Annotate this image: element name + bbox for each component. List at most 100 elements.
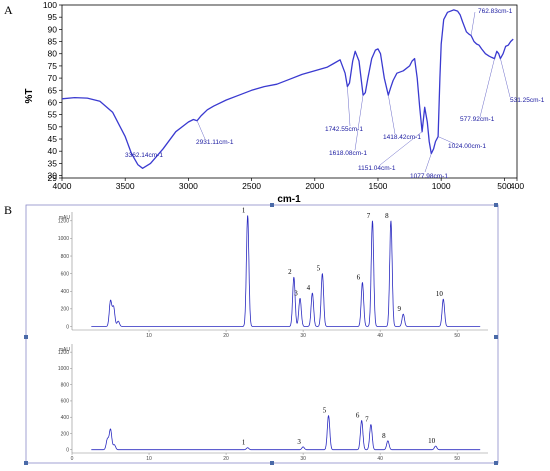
- hplc-lower-y-tick-label: 400: [61, 415, 70, 421]
- ftir-annotation-leader: [470, 11, 476, 36]
- ftir-x-tick-label: 4000: [53, 181, 72, 191]
- hplc-lower-peak-label: 7: [365, 416, 369, 424]
- ftir-y-tick-label: 55: [48, 110, 58, 120]
- hplc-upper-peak-label: 10: [436, 290, 444, 298]
- ftir-y-tick-label: 75: [48, 61, 58, 71]
- ftir-annotation-leader: [354, 95, 364, 151]
- ftir-y-tick-label: 100: [43, 0, 57, 10]
- hplc-lower-chromatogram: mAU 0 200 400 600 800 1000 1200 0 10 20 30 40 50 1 3 5 67…: [58, 344, 488, 462]
- ftir-x-tick-label: 3500: [116, 181, 135, 191]
- ftir-y-tick-label: 29: [48, 173, 58, 183]
- hplc-lower-peak-label: 5: [323, 407, 327, 415]
- hplc-upper-y-tick-label: 1200: [58, 219, 69, 225]
- hplc-upper-peak-label: 2: [288, 268, 292, 276]
- ftir-ticks: [59, 4, 518, 181]
- ftir-y-axis-title: %T: [24, 89, 35, 104]
- hplc-handle-top: [270, 203, 274, 207]
- ftir-y-tick-label: 70: [48, 73, 58, 83]
- hplc-upper-peak-label: 6: [357, 273, 361, 281]
- hplc-upper-x-tick-label: 10: [146, 333, 152, 339]
- ftir-annotation-leader: [347, 86, 351, 127]
- hplc-lower-y-tick-label: 1000: [58, 366, 69, 372]
- ftir-annotations: 762.83cm-1 531.25cm-1 577.92cm-1 1024.00cm-…: [125, 8, 545, 180]
- hplc-upper-peak-label: 1: [242, 207, 246, 215]
- hplc-upper-chromatogram: mAU 0 200 400 600 800 1000 1200 10 20 30 40 50 1 2 3 4 5 6…: [58, 207, 488, 339]
- hplc-lower-y-tick-label: 200: [61, 431, 70, 437]
- ftir-plot-frame: [61, 4, 518, 179]
- hplc-upper-peak-label: 8: [385, 212, 389, 220]
- ftir-y-tick-label: 35: [48, 158, 58, 168]
- ftir-x-tick-label: 2500: [242, 181, 261, 191]
- hplc-lower-y-unit: mAU: [59, 347, 71, 353]
- hplc-upper-peak-label: 3: [294, 289, 298, 297]
- ftir-annotation-leader: [196, 120, 206, 140]
- ftir-y-tick-label: 80: [48, 49, 58, 59]
- ftir-x-tick-label: 2000: [305, 181, 324, 191]
- hplc-lower-peak-label: 8: [382, 432, 386, 440]
- ftir-x-axis-title: cm-1: [277, 194, 301, 205]
- hplc-lower-x-tick-label: 20: [223, 456, 229, 462]
- hplc-handle-left: [24, 335, 28, 339]
- hplc-upper-peak-label: 9: [398, 305, 402, 313]
- ftir-peak-annotation: 1151.04cm-1: [358, 165, 396, 172]
- ftir-peak-annotation: 1024.00cm-1: [448, 143, 486, 150]
- hplc-upper-y-tick-label: 600: [61, 271, 70, 277]
- hplc-upper-x-tick-label: 30: [300, 333, 306, 339]
- ftir-peak-annotation: 1418.42cm-1: [383, 134, 421, 141]
- ftir-x-tick-label: 500: [497, 181, 511, 191]
- ftir-annotation-leader: [388, 95, 396, 135]
- ftir-annotation-leader: [379, 131, 423, 166]
- hplc-lower-peak-label: 10: [428, 437, 436, 445]
- hplc-lower-x-tick-label: 40: [377, 456, 383, 462]
- ftir-peak-annotation: 1742.55cm-1: [325, 126, 363, 133]
- ftir-peak-annotation: 3362.14cm-1: [125, 152, 163, 159]
- hplc-handle-right: [494, 335, 498, 339]
- ftir-y-tick-label: 95: [48, 12, 58, 22]
- ftir-annotation-leader: [424, 153, 432, 173]
- hplc-upper-peak-label: 7: [367, 212, 371, 220]
- hplc-upper-x-tick-label: 40: [377, 333, 383, 339]
- hplc-outer-frame: [25, 204, 499, 464]
- ftir-x-tick-label: 400: [510, 181, 524, 191]
- ftir-peak-annotation: 531.25cm-1: [510, 97, 545, 104]
- ftir-y-tick-label: 40: [48, 146, 58, 156]
- hplc-upper-peak-label: 5: [317, 265, 321, 273]
- ftir-y-tick-label: 30: [48, 171, 58, 181]
- ftir-y-tick-label: 50: [48, 122, 58, 132]
- hplc-lower-x-tick-label: 10: [146, 456, 152, 462]
- hplc-upper-peak-label: 4: [307, 284, 311, 292]
- ftir-annotation-leader: [500, 58, 511, 98]
- hplc-upper-y-unit: mAU: [59, 215, 71, 221]
- hplc-upper-x-tick-label: 50: [454, 333, 460, 339]
- ftir-y-tick-label: 65: [48, 85, 58, 95]
- hplc-lower-x-tick-label: 50: [454, 456, 460, 462]
- hplc-lower-peak-label: 3: [297, 438, 301, 446]
- hplc-lower-trace: [91, 415, 481, 451]
- ftir-y-tick-label: 90: [48, 24, 58, 34]
- hplc-upper-y-tick-label: 800: [61, 254, 70, 260]
- ftir-series: [61, 9, 514, 169]
- ftir-peak-annotation: 1618.08cm-1: [329, 150, 367, 157]
- panel-a-letter: A: [4, 3, 13, 17]
- panel-b-letter: B: [4, 203, 12, 217]
- hplc-lower-x-tick-label: 0: [71, 456, 74, 462]
- hplc-upper-x-tick-label: 20: [223, 333, 229, 339]
- hplc-upper-y-tick-label: 400: [61, 289, 70, 295]
- hplc-handle-bottom: [270, 461, 274, 465]
- hplc-lower-y-tick-label: 1200: [58, 350, 69, 356]
- ftir-x-tick-label: 1500: [369, 181, 388, 191]
- ftir-peak-annotation: 2931.11cm-1: [196, 139, 234, 146]
- hplc-upper-y-tick-label: 1000: [58, 236, 69, 242]
- ftir-annotation-leader: [438, 136, 456, 145]
- hplc-lower-peak-label: 6: [356, 411, 360, 419]
- hplc-upper-y-tick-label: 0: [66, 324, 69, 330]
- hplc-lower-y-tick-label: 600: [61, 399, 70, 405]
- ftir-y-tick-label: 45: [48, 134, 58, 144]
- ftir-y-tick-label: 60: [48, 97, 58, 107]
- ftir-x-tick-label: 1000: [432, 181, 451, 191]
- ftir-y-tick-label: 85: [48, 37, 58, 47]
- hplc-lower-y-tick-label: 0: [66, 448, 69, 454]
